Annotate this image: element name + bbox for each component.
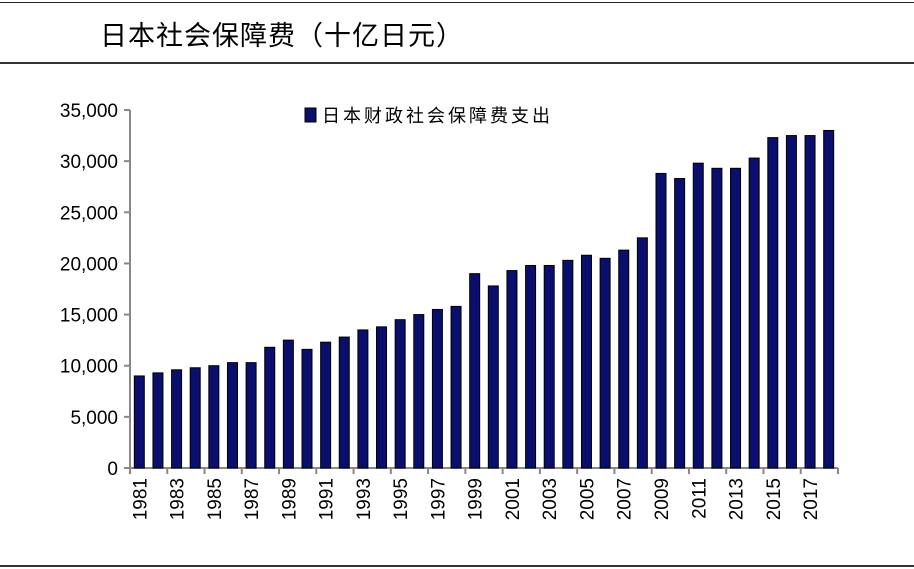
x-tick-label: 2015 (764, 478, 785, 520)
x-tick-label: 2003 (540, 478, 561, 520)
bar-1998 (450, 305, 462, 469)
x-tick-label: 2009 (652, 478, 673, 520)
bar-2010 (674, 178, 686, 469)
legend-swatch (304, 107, 317, 123)
bar-2003 (543, 264, 555, 469)
bar-1993 (357, 329, 369, 469)
bottom-divider (0, 565, 914, 567)
bar-1997 (431, 308, 443, 469)
x-tick-label: 2013 (727, 478, 748, 520)
bar-2015 (767, 137, 779, 469)
bar-1999 (469, 273, 481, 469)
top-border (0, 2, 914, 3)
legend-label: 日本财政社会保障费支出 (322, 106, 553, 127)
x-tick-label: 2011 (689, 478, 710, 519)
x-tick-label: 1983 (168, 478, 189, 520)
y-tick-label: 35,000 (60, 101, 118, 122)
title-divider (0, 62, 914, 64)
x-tick-label: 1993 (354, 478, 375, 520)
bar-2018 (823, 129, 835, 469)
bar-2011 (692, 162, 704, 469)
x-tick-label: 2017 (801, 478, 822, 520)
x-tick-label: 2007 (615, 478, 636, 520)
bar-1991 (320, 341, 332, 469)
y-tick-label: 15,000 (60, 306, 118, 327)
x-tick-label: 1985 (205, 478, 226, 520)
y-tick-label: 20,000 (60, 254, 118, 275)
x-tick-label: 1981 (130, 478, 151, 520)
bar-2013 (730, 167, 742, 469)
x-tick-label: 2001 (503, 478, 524, 520)
bar-1986 (226, 362, 238, 469)
bar-2004 (562, 259, 574, 469)
y-tick-label: 25,000 (60, 203, 118, 224)
y-tick-label: 30,000 (60, 152, 118, 173)
y-tick-label: 10,000 (60, 357, 118, 378)
bar-1992 (338, 336, 350, 469)
bar-2000 (487, 285, 499, 469)
bar-2008 (636, 237, 648, 469)
bar-2006 (599, 257, 611, 469)
bar-1990 (301, 348, 313, 469)
y-tick-label: 5,000 (70, 408, 118, 429)
bar-1983 (171, 369, 183, 469)
bar-1994 (376, 326, 388, 469)
bar-1989 (282, 339, 294, 469)
bar-1996 (413, 314, 425, 469)
bar-2016 (785, 135, 797, 469)
bar-2001 (506, 270, 518, 469)
x-tick-label: 1987 (242, 478, 263, 520)
x-tick-label: 1995 (391, 478, 412, 520)
bar-1985 (208, 365, 220, 469)
x-tick-label: 1997 (428, 478, 449, 520)
x-tick-label: 1991 (317, 478, 338, 520)
bar-1987 (245, 362, 257, 469)
bar-2007 (618, 249, 630, 469)
y-tick-label: 0 (107, 459, 118, 480)
bar-2005 (580, 254, 592, 469)
bar-2014 (748, 157, 760, 469)
bar-2012 (711, 167, 723, 469)
chart-title: 日本社会保障费（十亿日元） (100, 21, 464, 52)
bar-2002 (525, 264, 537, 469)
bar-2017 (804, 135, 816, 469)
bar-2009 (655, 172, 667, 469)
bar-1995 (394, 319, 406, 469)
bar-1981 (133, 375, 145, 469)
bar-1984 (189, 367, 201, 469)
x-tick-label: 2005 (577, 478, 598, 520)
x-tick-label: 1989 (279, 478, 300, 520)
bar-1982 (152, 372, 164, 469)
x-tick-label: 1999 (466, 478, 487, 520)
bar-1988 (264, 346, 276, 469)
